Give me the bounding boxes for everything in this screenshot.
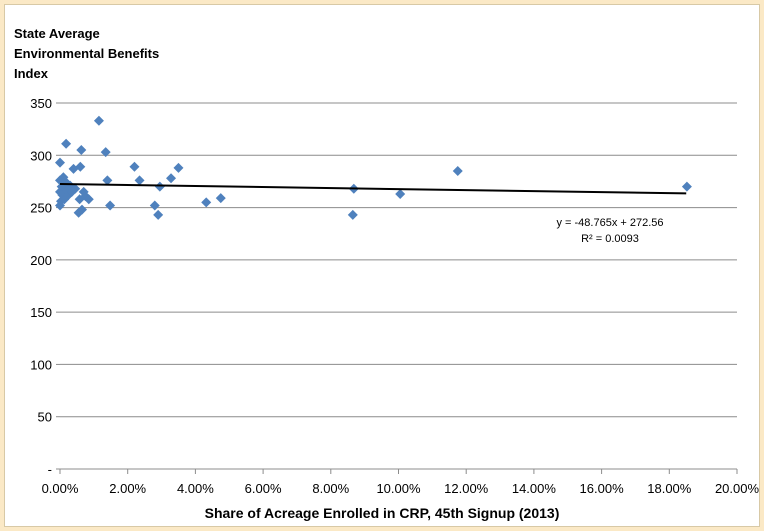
trendline-r-squared: R² = 0.0093 bbox=[581, 233, 639, 245]
data-point bbox=[173, 162, 184, 173]
data-point bbox=[70, 183, 81, 194]
x-tick-label: 10.00% bbox=[376, 481, 421, 496]
data-point bbox=[58, 187, 69, 198]
y-tick-label: - bbox=[48, 462, 52, 477]
y-tick-label: 150 bbox=[30, 305, 52, 320]
y-tick-label: 200 bbox=[30, 253, 52, 268]
x-tick-label: 12.00% bbox=[444, 481, 489, 496]
x-tick-label: 14.00% bbox=[512, 481, 557, 496]
data-point bbox=[347, 209, 358, 220]
trendline-annotation: y = -48.765x + 272.56 R² = 0.0093 bbox=[520, 215, 700, 247]
y-tick-label: 100 bbox=[30, 357, 52, 372]
y-tick-label: 50 bbox=[38, 410, 52, 425]
x-tick-label: 0.00% bbox=[42, 481, 79, 496]
x-tick-label: 6.00% bbox=[245, 481, 282, 496]
data-point bbox=[452, 165, 463, 176]
data-point bbox=[93, 115, 104, 126]
y-axis-title: State Average Environmental Benefits Ind… bbox=[14, 26, 160, 81]
x-tick-label: 8.00% bbox=[312, 481, 349, 496]
data-point bbox=[681, 181, 692, 192]
data-point bbox=[77, 204, 88, 215]
data-point bbox=[201, 197, 212, 208]
data-point bbox=[75, 161, 86, 172]
x-tick-label: 20.00% bbox=[715, 481, 760, 496]
trendline-equation: y = -48.765x + 272.56 bbox=[556, 217, 664, 229]
y-tick-label: 300 bbox=[30, 148, 52, 163]
data-point bbox=[134, 175, 145, 186]
x-tick-label: 4.00% bbox=[177, 481, 214, 496]
x-tick-label: 2.00% bbox=[109, 481, 146, 496]
data-point bbox=[149, 200, 160, 211]
data-point bbox=[166, 173, 177, 184]
y-tick-label: 250 bbox=[30, 201, 52, 216]
x-tick-label: 18.00% bbox=[647, 481, 692, 496]
data-point bbox=[154, 181, 165, 192]
data-point bbox=[55, 157, 65, 168]
x-axis-title: Share of Acreage Enrolled in CRP, 45th S… bbox=[204, 505, 560, 521]
y-tick-label: 350 bbox=[30, 96, 52, 111]
data-point bbox=[153, 209, 164, 220]
trendline bbox=[59, 182, 687, 195]
data-point bbox=[83, 194, 94, 205]
x-tick-label: 16.00% bbox=[580, 481, 625, 496]
data-point bbox=[395, 188, 406, 199]
data-point bbox=[100, 147, 111, 158]
data-point bbox=[105, 200, 116, 211]
data-point bbox=[56, 196, 67, 207]
data-point bbox=[215, 193, 226, 204]
data-point bbox=[61, 138, 72, 149]
chart-frame bbox=[4, 4, 760, 527]
data-point bbox=[58, 172, 69, 183]
data-point bbox=[102, 175, 113, 186]
data-point bbox=[76, 145, 87, 156]
data-point bbox=[129, 161, 140, 172]
